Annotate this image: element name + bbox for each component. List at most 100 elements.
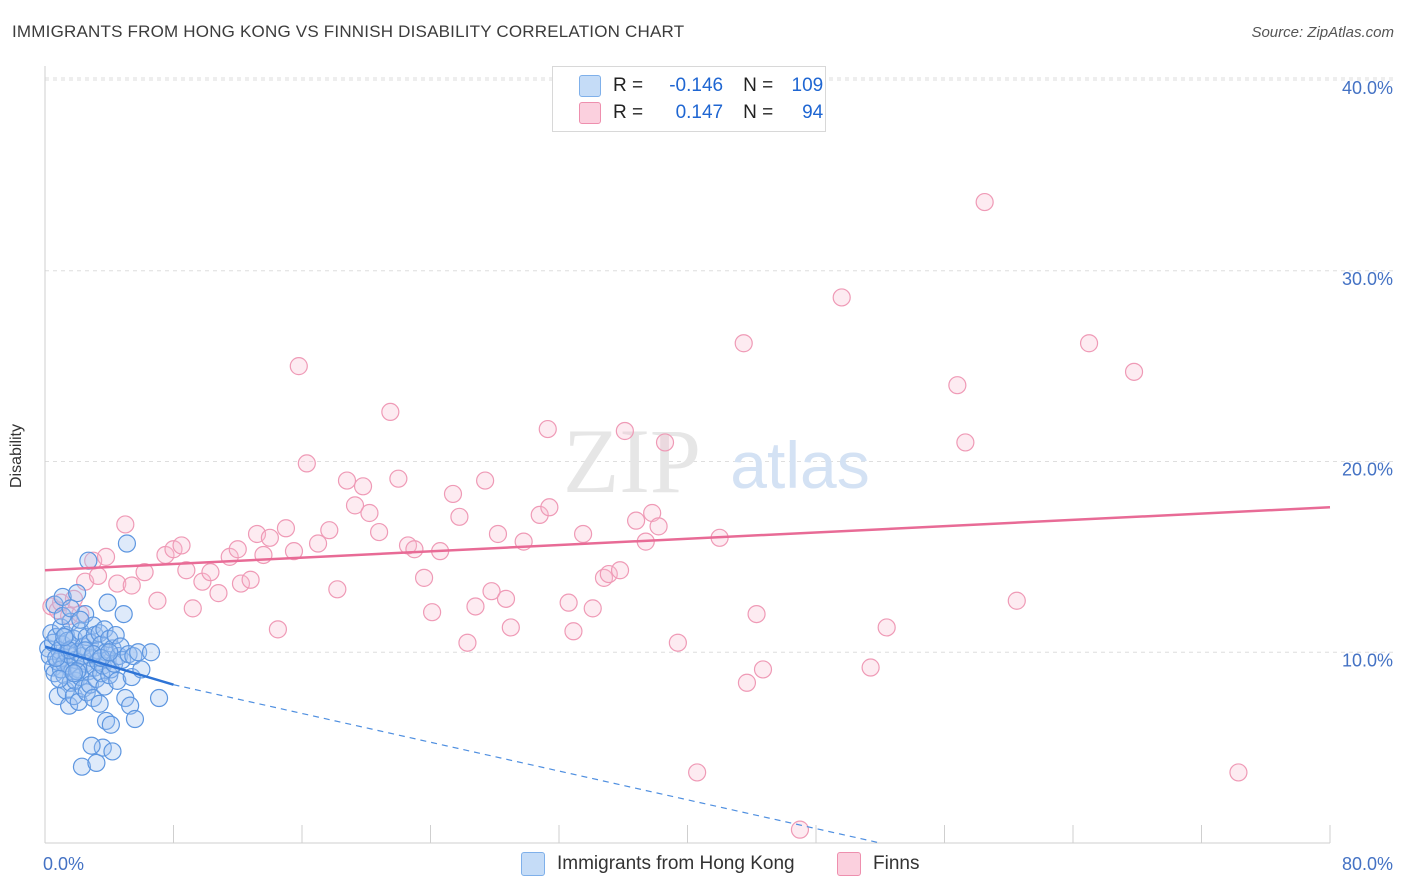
finns-point xyxy=(482,582,501,601)
legend-r-label: R = xyxy=(613,75,644,96)
hong-kong-point xyxy=(101,715,120,734)
finns-point xyxy=(96,547,116,566)
finns-points xyxy=(42,192,1248,839)
finns-point xyxy=(877,618,896,637)
x-tick-label: 80.0% xyxy=(1342,854,1393,874)
finns-point xyxy=(753,660,773,679)
legend-r-value: 0.147 xyxy=(675,102,724,123)
finns-point xyxy=(538,419,557,439)
finns-point xyxy=(328,580,347,599)
finns-point xyxy=(599,564,618,584)
bottom-legend-finns: Finns xyxy=(837,852,919,876)
legend-swatch-finns xyxy=(579,102,601,124)
finns-point xyxy=(289,357,308,376)
watermark-zip: ZIP xyxy=(563,410,701,512)
finns-point xyxy=(135,563,154,582)
finns-point xyxy=(956,433,975,452)
finns-point xyxy=(228,540,247,559)
legend-swatch-hong-kong xyxy=(579,75,601,97)
hong-kong-point xyxy=(87,753,106,772)
finns-point xyxy=(345,496,365,515)
finns-point xyxy=(183,599,202,618)
y-tick-label: 30.0% xyxy=(1342,269,1393,289)
hong-kong-point xyxy=(64,664,84,683)
correlation-legend: R = -0.146 N = 109 R = 0.147 N = 94 xyxy=(552,66,826,132)
finns-point xyxy=(320,521,339,540)
finns-point xyxy=(108,574,127,593)
legend-row-finns: R = 0.147 N = 94 xyxy=(579,100,823,126)
hong-kong-point xyxy=(129,643,148,662)
finns-point xyxy=(241,570,260,589)
finns-point xyxy=(450,507,469,526)
finns-point xyxy=(564,622,583,641)
legend-n-value: 109 xyxy=(791,75,824,96)
finns-point xyxy=(268,620,288,639)
hong-kong-point xyxy=(72,757,92,776)
tick-labels: 10.0% 20.0% 30.0% 40.0% 0.0% 80.0% xyxy=(43,78,1393,874)
finns-point xyxy=(414,568,434,587)
hong-kong-point xyxy=(106,625,125,645)
finns-point xyxy=(297,454,316,473)
finns-point xyxy=(1229,763,1248,782)
finns-point xyxy=(116,515,135,534)
finns-point xyxy=(649,517,668,536)
finns-point xyxy=(496,589,516,608)
finns-point xyxy=(389,469,408,488)
hong-kong-point xyxy=(68,584,87,603)
y-tick-label: 20.0% xyxy=(1342,460,1393,480)
y-tick-label: 40.0% xyxy=(1342,78,1393,98)
hong-kong-point xyxy=(59,696,79,715)
finns-point xyxy=(353,477,373,496)
finns-point xyxy=(260,528,279,547)
finns-point xyxy=(405,540,424,559)
hong-kong-point xyxy=(149,688,169,708)
finns-point xyxy=(1124,362,1144,381)
source-label: Source: ZipAtlas.com xyxy=(1251,24,1394,41)
hong-kong-point xyxy=(95,620,114,639)
finns-point xyxy=(360,503,379,523)
finns-point xyxy=(501,618,520,637)
finns-point xyxy=(122,576,141,595)
hong-kong-point xyxy=(68,662,87,681)
finns-point xyxy=(948,376,967,395)
hong-kong-point xyxy=(93,738,112,757)
hong-kong-point xyxy=(117,534,137,553)
finns-trend-line xyxy=(44,506,1331,572)
bottom-swatch-finns xyxy=(837,852,861,876)
hong-kong-point xyxy=(90,694,109,713)
finns-point xyxy=(626,511,646,530)
hong-kong-point xyxy=(82,736,101,755)
hong-kong-point xyxy=(121,696,140,715)
finns-point xyxy=(615,421,634,441)
finns-point xyxy=(201,563,220,582)
finns-point xyxy=(540,498,559,517)
finns-point xyxy=(583,599,602,618)
finns-point xyxy=(688,763,707,782)
finns-point xyxy=(559,593,578,612)
finns-point xyxy=(573,524,593,544)
axes xyxy=(44,66,1331,844)
finns-point xyxy=(88,566,108,586)
finns-point xyxy=(610,561,630,580)
finns-point xyxy=(975,192,994,212)
finns-point xyxy=(443,484,463,504)
finns-point xyxy=(284,542,304,561)
finns-point xyxy=(381,402,400,422)
finns-point xyxy=(308,534,328,553)
x-tick-label: 0.0% xyxy=(43,854,84,874)
y-tick-label: 10.0% xyxy=(1342,650,1393,670)
finns-point xyxy=(276,519,296,538)
grid-lines xyxy=(45,77,1394,653)
finns-point xyxy=(832,288,851,307)
finns-point xyxy=(172,536,191,555)
hong-kong-point xyxy=(55,627,74,647)
hong-kong-point xyxy=(114,604,133,624)
hong-kong-point xyxy=(71,610,90,629)
finns-point xyxy=(476,471,495,490)
legend-n-label: N = xyxy=(743,75,774,96)
finns-point xyxy=(737,673,757,692)
watermark: ZIP atlas xyxy=(563,410,870,512)
finns-point xyxy=(337,471,357,490)
finns-point xyxy=(790,820,810,839)
